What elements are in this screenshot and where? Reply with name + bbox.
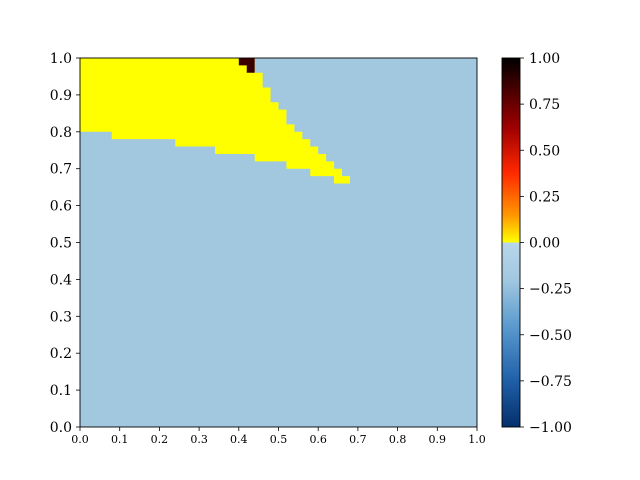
- y-tick-label: 0.2: [50, 346, 72, 362]
- y-tick-label: 0.4: [50, 272, 72, 288]
- x-tick-label: 0.1: [111, 433, 129, 446]
- x-tick-label: 0.0: [71, 433, 89, 446]
- x-axis: 0.0 0.1 0.2 0.3 0.4 0.5 0.6 0.7 0.8 0.9 1.0: [71, 427, 486, 446]
- heatmap-region-0: [80, 58, 350, 184]
- x-tick-label: 0.8: [389, 433, 407, 446]
- colorbar-tick-label: −0.50: [529, 328, 572, 344]
- colorbar-tick-label: 1.00: [529, 51, 560, 67]
- x-tick-label: 0.5: [270, 433, 288, 446]
- y-tick-label: 0.7: [50, 162, 72, 178]
- y-tick-label: 0.0: [50, 420, 72, 436]
- heatmap-region-1: [238, 58, 255, 73]
- x-tick-label: 1.0: [468, 433, 486, 446]
- colorbar-tick-label: 0.00: [529, 236, 560, 252]
- colorbar-tick-label: −0.25: [529, 282, 572, 298]
- colorbar-lower-half: [502, 242, 520, 427]
- y-tick-label: 0.5: [50, 236, 72, 252]
- colorbar-tick-label: −1.00: [529, 420, 572, 436]
- colorbar-tick-label: −0.75: [529, 374, 572, 390]
- colorbar-axis: 1.00 0.75 0.50 0.25 0.00 −0.25 −0.50 −0.75 −1.00: [520, 51, 572, 436]
- heatmap-plot: 0.0 0.1 0.2 0.3 0.4 0.5 0.6 0.7 0.8 0.9 1.0 0.0 0.1…: [50, 51, 486, 446]
- y-tick-label: 0.9: [50, 88, 72, 104]
- colorbar-tick-label: 0.25: [529, 189, 560, 205]
- y-axis: 0.0 0.1 0.2 0.3 0.4 0.5 0.6 0.7 0.8 0.9 1.0: [50, 51, 80, 436]
- x-tick-label: 0.4: [230, 433, 248, 446]
- heatmap-regions: [80, 58, 350, 184]
- y-tick-label: 0.8: [50, 125, 72, 141]
- colorbar-upper-half: [502, 58, 520, 243]
- x-tick-label: 0.9: [429, 433, 447, 446]
- y-tick-label: 0.3: [50, 309, 72, 325]
- y-tick-label: 0.6: [50, 199, 72, 215]
- y-tick-label: 0.1: [50, 383, 72, 399]
- colorbar-tick-label: 0.75: [529, 97, 560, 113]
- x-tick-label: 0.2: [151, 433, 169, 446]
- x-tick-label: 0.6: [309, 433, 327, 446]
- colorbar-tick-label: 0.50: [529, 143, 560, 159]
- y-tick-label: 1.0: [50, 51, 72, 67]
- x-tick-label: 0.7: [349, 433, 367, 446]
- x-tick-label: 0.3: [190, 433, 208, 446]
- colorbar: 1.00 0.75 0.50 0.25 0.00 −0.25 −0.50 −0.75 −1.00: [501, 51, 572, 436]
